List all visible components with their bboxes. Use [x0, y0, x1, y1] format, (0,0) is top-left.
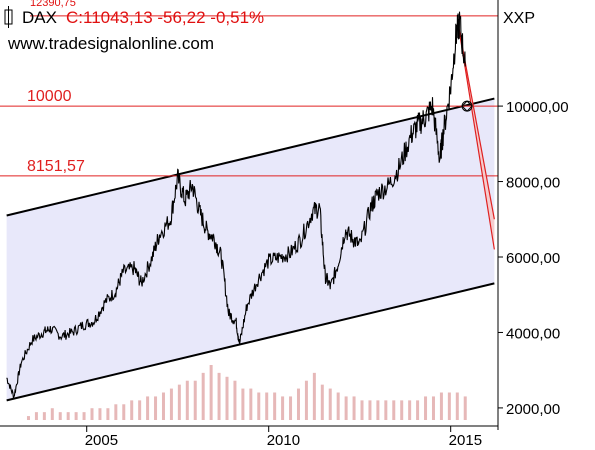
- volume-bar: [416, 400, 420, 420]
- scale-label: XXP: [503, 10, 535, 27]
- volume-bar: [241, 388, 245, 420]
- volume-bar: [384, 400, 388, 420]
- volume-bar: [431, 396, 435, 420]
- top-value-label: 12390,75: [30, 0, 76, 9]
- volume-bar: [455, 392, 459, 420]
- price-line: [6, 11, 466, 399]
- channel-area: [6, 98, 495, 401]
- projection-marker-diamond: [461, 100, 473, 112]
- volume-bar: [328, 388, 332, 420]
- header-layer: 12390,75 DAX C:11043,13 -56,22 -0,51% ww…: [4, 0, 535, 53]
- y-tick-label: 8000,00: [506, 175, 560, 192]
- volume-bar: [74, 412, 78, 420]
- volume-bar: [58, 412, 62, 420]
- volume-bar: [257, 392, 261, 420]
- volume-bar: [122, 404, 126, 420]
- x-tick-label: 2015: [449, 432, 482, 449]
- volume-bar: [408, 400, 412, 420]
- volume-bar: [320, 384, 324, 420]
- volume-bar: [154, 396, 158, 420]
- volume-bar: [281, 396, 285, 420]
- symbol-name: DAX: [22, 8, 57, 27]
- volume-bar: [225, 376, 229, 420]
- volume-bar: [90, 408, 94, 420]
- volume-bar: [424, 396, 428, 420]
- volume-bar: [463, 396, 467, 420]
- volume-bar: [185, 380, 189, 420]
- volume-bar: [360, 400, 364, 420]
- y-tick-label: 4000,00: [506, 325, 560, 342]
- volume-bar: [209, 365, 213, 420]
- levels-layer: 10000 8151,57: [0, 15, 498, 177]
- x-tick-label: 2005: [85, 432, 118, 449]
- volume-bar: [34, 412, 38, 420]
- channel-upper-line: [6, 97, 495, 217]
- x-tick-label: 2010: [267, 432, 300, 449]
- volume-bar: [439, 392, 443, 420]
- volume-bar: [352, 396, 356, 420]
- volume-bar: [249, 388, 253, 420]
- volume-bar: [98, 408, 102, 420]
- volume-bar: [344, 396, 348, 420]
- volume-bar: [217, 372, 221, 420]
- volume-bar: [447, 392, 451, 420]
- level-label: 10000: [27, 88, 72, 105]
- volume-bar: [146, 396, 150, 420]
- volume-bar: [82, 412, 86, 420]
- volume-bar: [289, 396, 293, 420]
- volume-bar: [138, 400, 142, 420]
- website-text: www.tradesignalonline.com: [7, 34, 214, 53]
- y-tick-label: 6000,00: [506, 250, 560, 267]
- projection-upper-line: [457, 22, 495, 220]
- y-tick-label: 2000,00: [506, 401, 560, 418]
- volume-bar: [296, 388, 300, 420]
- volume-bar: [312, 372, 316, 420]
- volume-bar: [400, 400, 404, 420]
- volume-bar: [193, 380, 197, 420]
- volume-bar: [50, 408, 54, 420]
- volume-bar: [169, 388, 173, 420]
- volume-bar: [376, 400, 380, 420]
- volume-bar: [392, 400, 396, 420]
- volume-bar: [66, 412, 70, 420]
- volume-bar: [336, 392, 340, 420]
- axes-layer: 2000,00 4000,00 6000,00 8000,00 10000,00 2005…: [0, 0, 569, 449]
- volume-bar: [177, 384, 181, 420]
- quote-text: C:11043,13 -56,22 -0,51%: [66, 8, 264, 27]
- channel-layer: [6, 97, 495, 402]
- y-tick-label: 10000,00: [506, 99, 569, 116]
- channel-lower-line: [6, 282, 495, 402]
- volume-bar: [233, 380, 237, 420]
- volume-bar: [106, 408, 110, 420]
- volume-bar: [161, 392, 165, 420]
- volume-bar: [273, 392, 277, 420]
- volume-bar: [304, 380, 308, 420]
- price-layer: [6, 11, 473, 399]
- volume-layer: [26, 365, 467, 420]
- volume-bar: [130, 400, 134, 420]
- volume-bar: [368, 400, 372, 420]
- volume-bar: [265, 392, 269, 420]
- level-label: 8151,57: [27, 158, 85, 175]
- volume-bar: [26, 416, 30, 420]
- volume-bar: [201, 372, 205, 420]
- volume-bar: [42, 412, 46, 420]
- volume-bar: [114, 404, 118, 420]
